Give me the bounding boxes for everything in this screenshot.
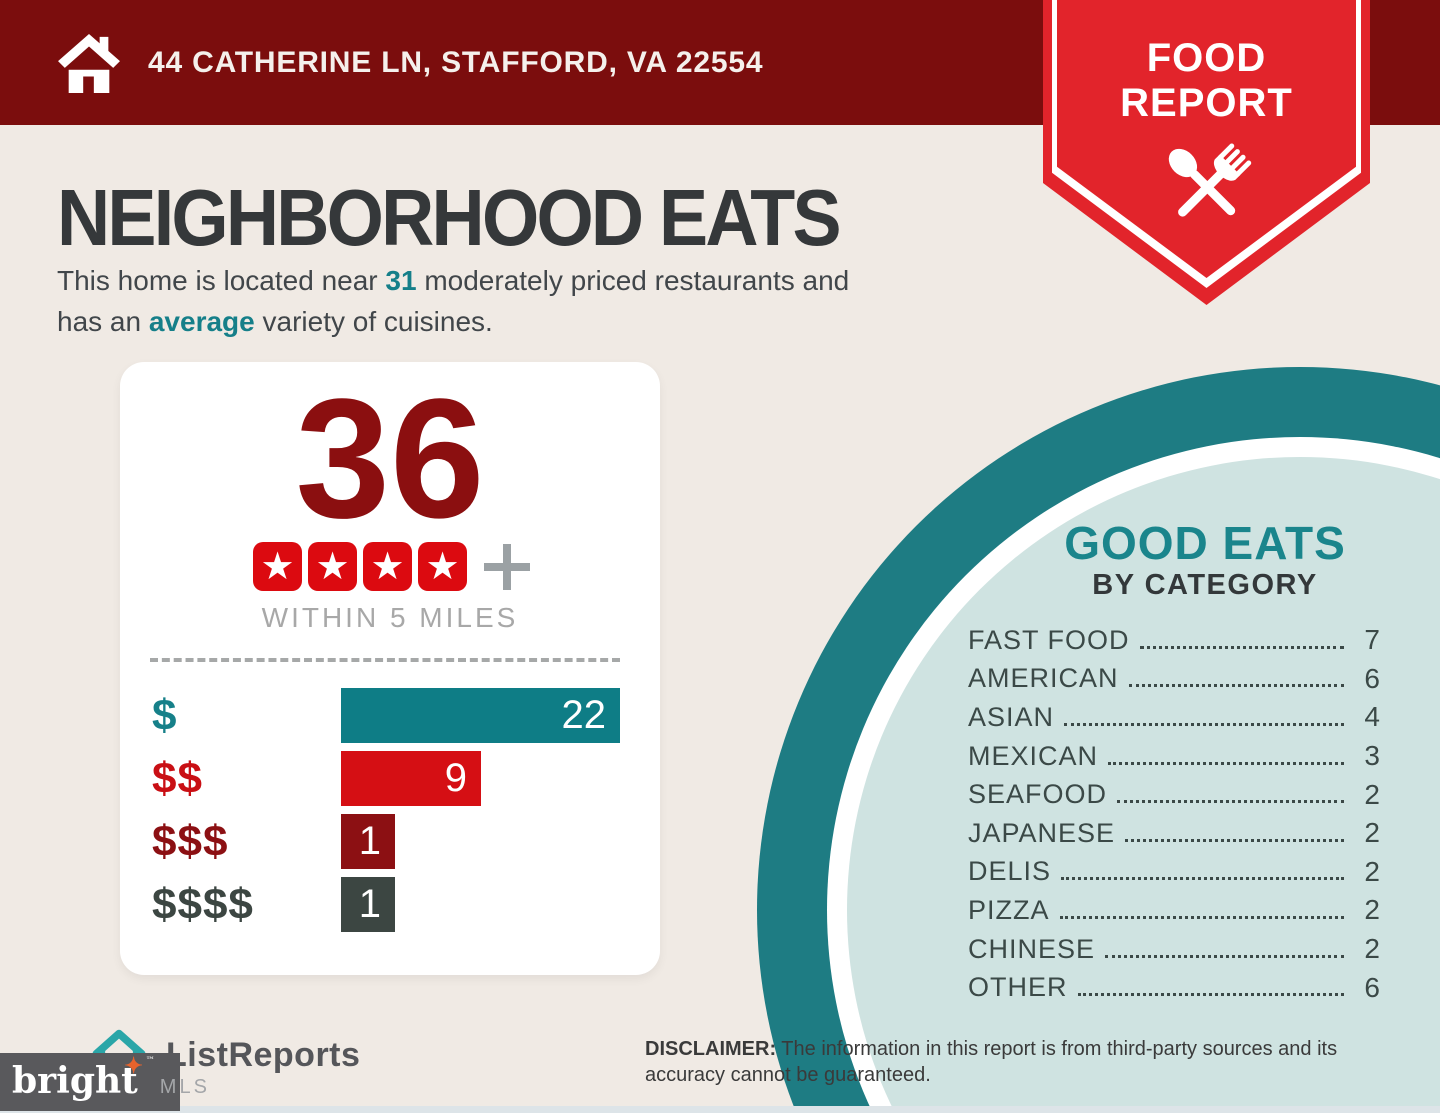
- intro-segment: moderately priced restaurants and: [416, 265, 850, 296]
- dotted-leader: [1108, 761, 1344, 765]
- badge-line1: FOOD: [1146, 36, 1267, 80]
- star-row-stars: ★ ★ ★ ★: [250, 542, 470, 591]
- category-row: OTHER 6: [968, 968, 1380, 1007]
- plus-icon: [484, 543, 530, 590]
- category-label: DELIS: [968, 856, 1052, 887]
- category-row: JAPANESE 2: [968, 814, 1380, 853]
- dotted-leader: [1117, 800, 1344, 804]
- category-row: PIZZA 2: [968, 891, 1380, 930]
- disclaimer-label: DISCLAIMER:: [645, 1038, 777, 1060]
- intro-segment: variety of cuisines.: [254, 306, 493, 337]
- dotted-leader: [1077, 993, 1344, 997]
- bar-row: $$ 9: [152, 751, 652, 806]
- category-count: 2: [1364, 855, 1380, 887]
- category-label: AMERICAN: [968, 663, 1119, 694]
- bright-mls-logo: bright ✦ ™ MLS: [0, 1053, 207, 1111]
- category-count: 2: [1364, 817, 1380, 849]
- badge-line2: REPORT: [1120, 81, 1293, 125]
- category-count: 6: [1364, 971, 1380, 1003]
- home-icon: [58, 33, 120, 93]
- category-label: PIZZA: [968, 894, 1050, 925]
- dotted-leader: [1139, 645, 1344, 649]
- bar-row: $$$$ 1: [152, 877, 652, 932]
- dotted-leader: [1125, 838, 1344, 842]
- bar-label: $$: [152, 753, 203, 803]
- dotted-leader: [1059, 915, 1344, 919]
- category-count: 3: [1364, 740, 1380, 772]
- disclaimer-body: The information in this report is from t…: [645, 1038, 1338, 1086]
- category-label: SEAFOOD: [968, 779, 1108, 810]
- category-row: ASIAN 4: [968, 698, 1380, 737]
- variety-highlight: average: [148, 306, 255, 337]
- trademark-symbol: ™: [145, 1056, 155, 1066]
- bar: 1: [341, 877, 395, 932]
- intro-text: This home is located near 31 moderately …: [57, 260, 849, 342]
- dotted-leader: [1061, 877, 1344, 881]
- bright-text: bright: [12, 1060, 138, 1102]
- good-eats-subtitle: BY CATEGORY: [1092, 569, 1318, 601]
- food-report-badge: FOOD REPORT: [1043, 0, 1370, 305]
- category-row: CHINESE 2: [968, 930, 1380, 969]
- bar: 9: [341, 751, 481, 806]
- category-label: ASIAN: [968, 701, 1055, 732]
- property-address: 44 CATHERINE LN, STAFFORD, VA 22554: [148, 45, 764, 79]
- bottom-strip: [0, 1106, 1440, 1113]
- category-label: JAPANESE: [968, 817, 1116, 848]
- dotted-leader: [1064, 722, 1344, 726]
- mls-text: MLS: [159, 1076, 210, 1098]
- category-list: FAST FOOD 7 AMERICAN 6 ASIAN 4 MEXICAN 3 SEA…: [968, 621, 1380, 1007]
- category-count: 2: [1364, 894, 1380, 926]
- category-label: OTHER: [968, 972, 1068, 1003]
- price-tier-chart: $ 22 $$ 9 $$$ 1 $$$$ 1: [152, 688, 652, 940]
- dashed-divider: [150, 658, 620, 662]
- restaurant-total: 36: [295, 364, 485, 554]
- listreports-wordmark: ListReports: [166, 1035, 361, 1074]
- spoon-fork-icon: [1168, 143, 1252, 217]
- category-row: DELIS 2: [968, 853, 1380, 892]
- badge-title: FOOD REPORT: [1043, 36, 1370, 126]
- category-label: CHINESE: [968, 933, 1096, 964]
- bar-row: $$$ 1: [152, 814, 652, 869]
- intro-segment: has an: [57, 306, 149, 337]
- category-count: 2: [1364, 933, 1380, 965]
- intro-segment: This home is located near: [57, 265, 386, 296]
- category-count: 4: [1364, 701, 1380, 733]
- category-count: 6: [1364, 662, 1380, 694]
- dotted-leader: [1128, 684, 1344, 688]
- category-row: FAST FOOD 7: [968, 621, 1380, 660]
- star-icon: ★: [418, 542, 467, 591]
- star-icon: ★: [253, 542, 302, 591]
- page-title: NEIGHBORHOOD EATS: [57, 173, 842, 262]
- bar-row: $ 22: [152, 688, 652, 743]
- bar: 22: [341, 688, 620, 743]
- star-rating: ★ ★ ★ ★: [120, 542, 660, 591]
- category-row: AMERICAN 6: [968, 660, 1380, 699]
- restaurant-count: 31: [385, 265, 417, 296]
- bar-label: $$$$: [152, 879, 254, 929]
- bar-label: $: [152, 690, 178, 740]
- star-icon: ★: [363, 542, 412, 591]
- category-count: 7: [1364, 624, 1380, 656]
- bright-star-icon: ✦: [124, 1053, 143, 1079]
- bar-label: $$$: [152, 816, 229, 866]
- restaurant-summary-card: 36 ★ ★ ★ ★ WITHIN 5 MILES $ 22 $$ 9 $$$ 1 …: [120, 362, 660, 975]
- category-label: FAST FOOD: [968, 624, 1130, 655]
- bar: 1: [341, 814, 395, 869]
- radius-label: WITHIN 5 MILES: [261, 602, 519, 633]
- good-eats-title: GOOD EATS: [1064, 517, 1346, 569]
- category-label: MEXICAN: [968, 740, 1099, 771]
- category-row: SEAFOOD 2: [968, 775, 1380, 814]
- dotted-leader: [1105, 954, 1344, 958]
- category-row: MEXICAN 3: [968, 737, 1380, 776]
- category-count: 2: [1364, 778, 1380, 810]
- bright-wordmark: bright ✦ ™: [12, 1053, 155, 1109]
- disclaimer-text: DISCLAIMER: The information in this repo…: [645, 1036, 1415, 1088]
- star-icon: ★: [308, 542, 357, 591]
